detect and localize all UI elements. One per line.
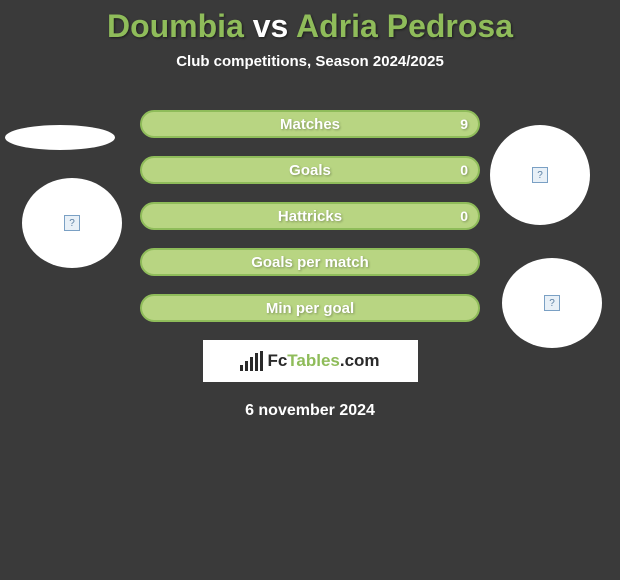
- avatar-placeholder-left: ?: [22, 178, 122, 268]
- stat-value-right: 0: [460, 162, 468, 178]
- subtitle: Club competitions, Season 2024/2025: [0, 53, 620, 70]
- comparison-title: Doumbia vs Adria Pedrosa: [0, 0, 620, 45]
- stat-label: Goals: [289, 162, 331, 179]
- stat-row-goals: Goals 0: [140, 156, 480, 184]
- stat-label: Min per goal: [266, 300, 354, 317]
- stats-container: Matches 9 Goals 0 Hattricks 0 Goals per …: [140, 110, 480, 322]
- stat-value-right: 9: [460, 116, 468, 132]
- stat-row-min-per-goal: Min per goal: [140, 294, 480, 322]
- logo-text: FcTables.com: [267, 351, 379, 371]
- date-text: 6 november 2024: [0, 402, 620, 420]
- vs-text: vs: [253, 8, 289, 44]
- logo-prefix: Fc: [267, 351, 287, 370]
- fctables-logo: FcTables.com: [203, 340, 418, 382]
- logo-main: Tables: [287, 351, 340, 370]
- stat-label: Goals per match: [251, 254, 369, 271]
- stat-label: Matches: [280, 116, 340, 133]
- image-placeholder-icon: ?: [64, 215, 80, 231]
- image-placeholder-icon: ?: [532, 167, 548, 183]
- logo-suffix: .com: [340, 351, 380, 370]
- stat-label: Hattricks: [278, 208, 342, 225]
- logo-bars-icon: [240, 351, 263, 371]
- avatar-placeholder-bottom-right: ?: [502, 258, 602, 348]
- avatar-placeholder-top-right: ?: [490, 125, 590, 225]
- stat-row-matches: Matches 9: [140, 110, 480, 138]
- stat-row-hattricks: Hattricks 0: [140, 202, 480, 230]
- image-placeholder-icon: ?: [544, 295, 560, 311]
- stat-row-goals-per-match: Goals per match: [140, 248, 480, 276]
- avatar-placeholder-top-left: [5, 125, 115, 150]
- player2-name: Adria Pedrosa: [296, 8, 513, 44]
- stat-value-right: 0: [460, 208, 468, 224]
- player1-name: Doumbia: [107, 8, 244, 44]
